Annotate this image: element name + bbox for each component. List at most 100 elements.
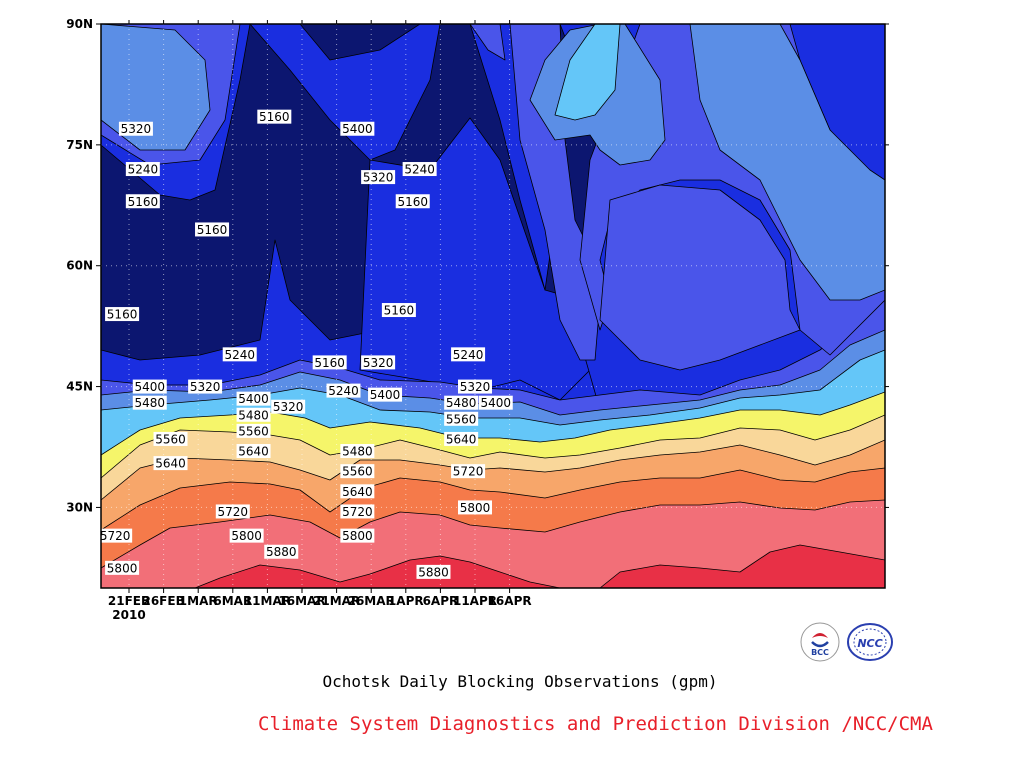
ncc-logo: NCC <box>847 623 893 661</box>
contour-label-text: 5720 <box>342 505 373 519</box>
contour-label-bg <box>458 379 492 394</box>
contour-label-text: 5240 <box>453 348 484 362</box>
contour-label-bg <box>195 222 230 237</box>
contour-label: 5160 <box>381 303 416 318</box>
contour-label: 5560 <box>444 411 479 426</box>
contour-label: 5400 <box>132 379 167 394</box>
contour-label-text: 5160 <box>259 110 290 124</box>
contour-label-text: 5160 <box>397 195 428 209</box>
x-tick-label: 11APR <box>453 594 497 608</box>
contour-label-bg <box>368 387 403 402</box>
contour-label-text: 5560 <box>238 424 269 438</box>
contour-label-text: 5400 <box>480 396 511 410</box>
contour-label-bg <box>444 411 479 426</box>
contour-band-5880 <box>194 555 561 588</box>
contour-label: 5160 <box>195 222 230 237</box>
contour-label: 5720 <box>451 464 486 479</box>
contour-label: 5720 <box>340 504 375 519</box>
contour-label-text: 5800 <box>107 561 138 575</box>
contour-label: 5800 <box>105 560 140 575</box>
x-tick-label: 26MAR <box>348 594 395 608</box>
contour-label-bg <box>236 407 271 422</box>
contour-label: 5160 <box>257 109 292 124</box>
x-tick-label: 6APR <box>423 594 459 608</box>
y-tick-label: 90N <box>66 17 93 31</box>
contour-label-text: 5880 <box>418 565 449 579</box>
y-tick-label: 45N <box>66 380 93 394</box>
contour-label: 5400 <box>368 387 403 402</box>
contour-label-text: 5320 <box>190 380 221 394</box>
contour-label: 5240 <box>222 347 257 362</box>
contour-label-bg <box>264 544 299 559</box>
contour-label-text: 5640 <box>238 445 269 459</box>
contour-label-bg <box>340 444 375 459</box>
x-tick-label: 11MAR <box>244 594 291 608</box>
axes: 21FEB26FEB1MAR6MAR11MAR16MAR21MAR26MAR1A… <box>66 17 889 622</box>
contour-label-bg <box>132 379 167 394</box>
contour-label-bg <box>381 303 416 318</box>
contour-label-bg <box>118 121 153 136</box>
plot-frame <box>100 23 886 589</box>
contour-label-bg <box>312 355 347 370</box>
contour-bands <box>101 24 885 588</box>
contour-label-text: 5400 <box>370 388 401 402</box>
contour-label-text: 5560 <box>342 465 373 479</box>
contour-label: 5480 <box>444 395 479 410</box>
contour-label-bg <box>188 379 223 394</box>
contour-label: 5640 <box>444 431 479 446</box>
contour-label-bg <box>451 464 486 479</box>
x-tick-label: 21MAR <box>313 594 360 608</box>
contour-label-bg <box>105 560 140 575</box>
contour-label: 5160 <box>125 194 160 209</box>
contour-label-text: 5560 <box>155 432 186 446</box>
contour-label: 5320 <box>271 399 306 414</box>
contour-label-text: 5240 <box>404 163 435 177</box>
contour-label-text: 5160 <box>314 356 345 370</box>
contour-label-bg <box>98 528 133 543</box>
contour-label-bg <box>451 347 486 362</box>
contour-label-text: 5240 <box>128 163 159 177</box>
contour-label-text: 5720 <box>218 505 249 519</box>
contour-label: 5480 <box>132 395 167 410</box>
x-year-label: 2010 <box>112 608 145 622</box>
contour-labels: 5320 5240 5160 5160 5160 5400 5320 5240 5160 5160… <box>98 109 513 579</box>
contour-band-5240 <box>249 24 441 161</box>
contour-label-bg <box>125 162 160 177</box>
contour-label-bg <box>340 528 375 543</box>
contour-label-bg <box>105 307 140 322</box>
contour-label-text: 5240 <box>224 348 255 362</box>
contour-label-bg <box>444 431 479 446</box>
contour-label-text: 5480 <box>342 445 373 459</box>
contour-label-text: 5400 <box>238 392 269 406</box>
contour-label-text: 5480 <box>238 408 269 422</box>
contour-label-bg <box>236 391 271 406</box>
contour-label-text: 5720 <box>453 465 484 479</box>
contour-label-bg <box>478 395 513 410</box>
bcc-logo-text: BCC <box>811 648 829 657</box>
contour-label-bg <box>257 109 292 124</box>
contour-label-text: 5320 <box>363 171 394 185</box>
y-tick-label: 75N <box>66 138 93 152</box>
contour-label: 5400 <box>478 395 513 410</box>
contour-label: 5640 <box>236 444 271 459</box>
contour-label: 5160 <box>395 194 430 209</box>
y-tick-label: 30N <box>66 500 93 514</box>
contour-label-text: 5480 <box>446 396 477 410</box>
contour-label-bg <box>153 456 188 471</box>
contour-label-bg <box>402 162 437 177</box>
contour-band-5480 <box>554 24 621 121</box>
contour-label-bg <box>458 500 492 515</box>
contour-label: 5160 <box>105 307 140 322</box>
contour-label-text: 5400 <box>342 122 373 136</box>
contour-label-bg <box>215 504 250 519</box>
contour-label-text: 5160 <box>384 304 415 318</box>
contour-label-bg <box>444 395 479 410</box>
contour-label-bg <box>340 504 375 519</box>
contour-label: 5720 <box>215 504 250 519</box>
x-tick-label: 16APR <box>488 594 532 608</box>
contour-label: 5320 <box>361 170 396 185</box>
contour-label: 5720 <box>98 528 133 543</box>
contour-label: 5800 <box>458 500 492 515</box>
contour-label-bg <box>361 355 396 370</box>
